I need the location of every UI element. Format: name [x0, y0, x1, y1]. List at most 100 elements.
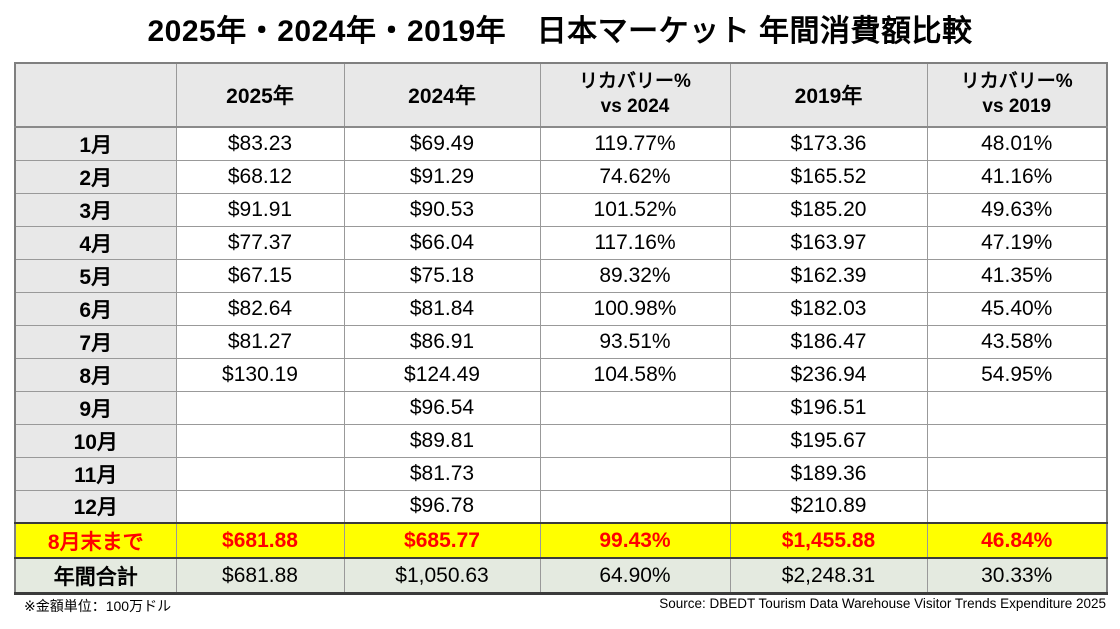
row-label: 2月 — [14, 159, 177, 194]
cell-recovery-2019 — [926, 423, 1108, 458]
cell-2025: $81.27 — [175, 324, 345, 359]
cell-recovery-2024 — [539, 456, 731, 491]
row-label: 年間合計 — [14, 557, 177, 595]
cell-2025: $91.91 — [175, 192, 345, 227]
cell-recovery-2024: 93.51% — [539, 324, 731, 359]
cell-2025 — [175, 456, 345, 491]
unit-note: ※金額単位：100万ドル — [24, 598, 172, 614]
cell-2024: $86.91 — [343, 324, 541, 359]
cell-2024: $90.53 — [343, 192, 541, 227]
cell-2025: $82.64 — [175, 291, 345, 326]
col-header-recovery-2024: リカバリー% vs 2024 — [539, 62, 731, 128]
row-label: 3月 — [14, 192, 177, 227]
cell-recovery-2024: 89.32% — [539, 258, 731, 293]
col-header-recovery-2019: リカバリー% vs 2019 — [926, 62, 1108, 128]
cell-2025 — [175, 423, 345, 458]
cell-recovery-2024: 101.52% — [539, 192, 731, 227]
cell-2024: $75.18 — [343, 258, 541, 293]
cell-recovery-2019: 46.84% — [926, 522, 1108, 559]
cell-2019: $162.39 — [729, 258, 928, 293]
cell-2024: $81.84 — [343, 291, 541, 326]
cell-recovery-2024: 104.58% — [539, 357, 731, 392]
table-row: 7月 $81.27 $86.91 93.51% $186.47 43.58% — [14, 324, 1108, 359]
cell-recovery-2024: 64.90% — [539, 557, 731, 595]
table-row: 4月 $77.37 $66.04 117.16% $163.97 47.19% — [14, 225, 1108, 260]
cell-recovery-2024: 74.62% — [539, 159, 731, 194]
row-label: 8月末まで — [14, 522, 177, 559]
cell-2019: $189.36 — [729, 456, 928, 491]
cell-recovery-2019: 45.40% — [926, 291, 1108, 326]
cell-recovery-2019 — [926, 489, 1108, 524]
cell-recovery-2019 — [926, 456, 1108, 491]
cell-2024: $69.49 — [343, 126, 541, 161]
cell-2024: $66.04 — [343, 225, 541, 260]
cell-2025: $67.15 — [175, 258, 345, 293]
row-label: 5月 — [14, 258, 177, 293]
row-label: 4月 — [14, 225, 177, 260]
table-row: 6月 $82.64 $81.84 100.98% $182.03 45.40% — [14, 291, 1108, 326]
cell-2019: $196.51 — [729, 390, 928, 425]
cell-2019: $182.03 — [729, 291, 928, 326]
cell-2025: $77.37 — [175, 225, 345, 260]
cell-recovery-2024 — [539, 489, 731, 524]
cell-2024: $96.78 — [343, 489, 541, 524]
cell-recovery-2024 — [539, 390, 731, 425]
row-label: 12月 — [14, 489, 177, 524]
cell-2025 — [175, 390, 345, 425]
page-title: 2025年・2024年・2019年 日本マーケット 年間消費額比較 — [147, 15, 973, 48]
summary-row-annual-total: 年間合計 $681.88 $1,050.63 64.90% $2,248.31 … — [14, 557, 1108, 595]
cell-2019: $173.36 — [729, 126, 928, 161]
col-header-2024: 2024年 — [343, 62, 541, 128]
table-row: 10月 $89.81 $195.67 — [14, 423, 1108, 458]
cell-2024: $124.49 — [343, 357, 541, 392]
cell-recovery-2024: 99.43% — [539, 522, 731, 559]
row-label: 1月 — [14, 126, 177, 161]
col-header-2019: 2019年 — [729, 62, 928, 128]
cell-2024: $96.54 — [343, 390, 541, 425]
cell-2019: $1,455.88 — [729, 522, 928, 559]
table-row: 2月 $68.12 $91.29 74.62% $165.52 41.16% — [14, 159, 1108, 194]
cell-2019: $185.20 — [729, 192, 928, 227]
table-row: 5月 $67.15 $75.18 89.32% $162.39 41.35% — [14, 258, 1108, 293]
row-label: 11月 — [14, 456, 177, 491]
row-label: 8月 — [14, 357, 177, 392]
summary-row-until-august: 8月末まで $681.88 $685.77 99.43% $1,455.88 4… — [14, 522, 1108, 559]
row-label: 9月 — [14, 390, 177, 425]
table-row: 3月 $91.91 $90.53 101.52% $185.20 49.63% — [14, 192, 1108, 227]
cell-2025: $130.19 — [175, 357, 345, 392]
cell-2019: $195.67 — [729, 423, 928, 458]
row-label: 7月 — [14, 324, 177, 359]
cell-2019: $210.89 — [729, 489, 928, 524]
cell-recovery-2019: 41.16% — [926, 159, 1108, 194]
cell-2019: $163.97 — [729, 225, 928, 260]
cell-2024: $1,050.63 — [343, 557, 541, 595]
cell-2025: $681.88 — [175, 557, 345, 595]
row-label: 10月 — [14, 423, 177, 458]
cell-2019: $2,248.31 — [729, 557, 928, 595]
cell-recovery-2019: 30.33% — [926, 557, 1108, 595]
col-header-2025: 2025年 — [175, 62, 345, 128]
source-note: Source: DBEDT Tourism Data Warehouse Vis… — [659, 596, 1106, 611]
table-row: 11月 $81.73 $189.36 — [14, 456, 1108, 491]
cell-recovery-2024: 100.98% — [539, 291, 731, 326]
cell-recovery-2024: 117.16% — [539, 225, 731, 260]
cell-recovery-2024 — [539, 423, 731, 458]
cell-recovery-2019: 49.63% — [926, 192, 1108, 227]
cell-2025: $83.23 — [175, 126, 345, 161]
cell-2019: $236.94 — [729, 357, 928, 392]
cell-recovery-2019 — [926, 390, 1108, 425]
cell-recovery-2024: 119.77% — [539, 126, 731, 161]
table-row: 8月 $130.19 $124.49 104.58% $236.94 54.95… — [14, 357, 1108, 392]
row-label: 6月 — [14, 291, 177, 326]
cell-2025: $681.88 — [175, 522, 345, 559]
cell-2024: $91.29 — [343, 159, 541, 194]
table-row: 12月 $96.78 $210.89 — [14, 489, 1108, 524]
col-header-blank — [14, 62, 177, 128]
cell-2024: $81.73 — [343, 456, 541, 491]
table-row: 1月 $83.23 $69.49 119.77% $173.36 48.01% — [14, 126, 1108, 161]
cell-recovery-2019: 43.58% — [926, 324, 1108, 359]
cell-recovery-2019: 41.35% — [926, 258, 1108, 293]
cell-2024: $685.77 — [343, 522, 541, 559]
cell-2019: $186.47 — [729, 324, 928, 359]
